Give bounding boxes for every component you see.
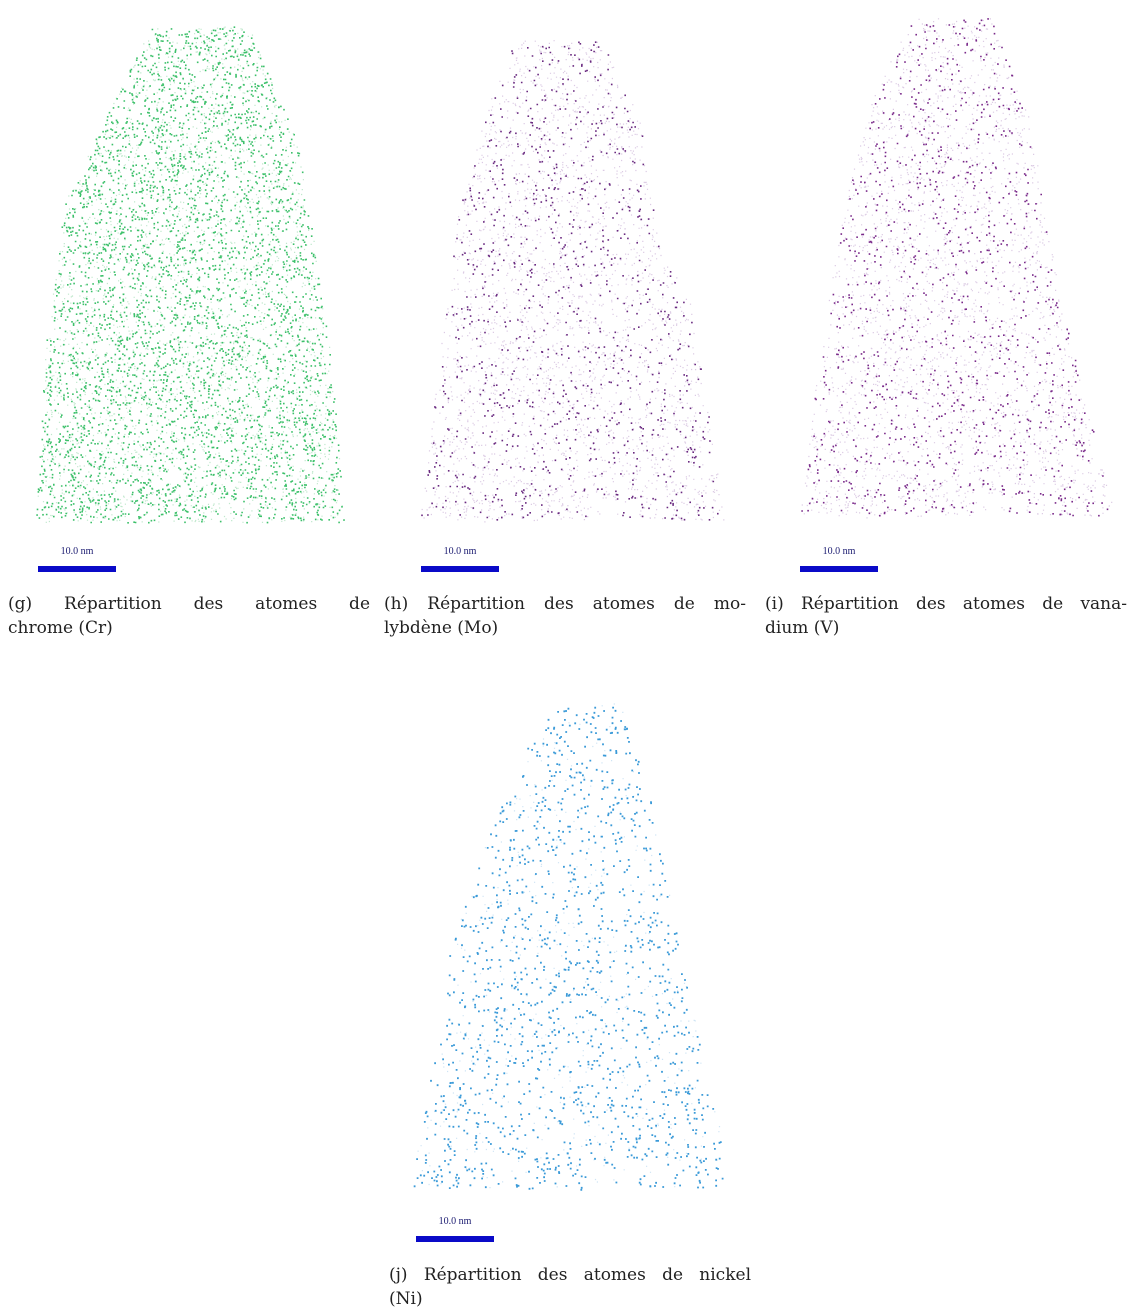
caption-line: (h) Répartition des atomes de mo- — [384, 592, 746, 616]
atom-haze — [801, 18, 1113, 519]
scale-label: 10.0 nm — [61, 546, 94, 557]
caption: (i) Répartition des atomes de vana- dium… — [765, 592, 1127, 640]
scale-bar — [421, 566, 499, 572]
scale-label: 10.0 nm — [444, 546, 477, 557]
atom-points — [413, 706, 724, 1191]
caption: (g) Répartition des atomes de chrome (Cr… — [8, 592, 370, 640]
atom-haze — [37, 26, 343, 524]
caption-label: (g) — [8, 594, 33, 614]
atom-haze — [421, 40, 725, 523]
atom-points — [801, 18, 1109, 517]
scale-label: 10.0 nm — [823, 546, 856, 557]
caption: (h) Répartition des atomes de mo- lybdèn… — [384, 592, 746, 640]
caption-line: (j) Répartition des atomes de nickel — [389, 1263, 751, 1287]
caption-label: (j) — [389, 1265, 408, 1285]
caption-text: Répartition des atomes de — [64, 594, 371, 614]
caption-text: Répartition des atomes de nickel — [423, 1265, 751, 1285]
caption-text: dium (V) — [765, 618, 840, 638]
scale-label: 10.0 nm — [439, 1216, 472, 1227]
caption-line: (i) Répartition des atomes de vana- — [765, 592, 1127, 616]
scale-bar — [38, 566, 116, 572]
caption-line: (g) Répartition des atomes de — [8, 592, 370, 616]
scale-bar — [416, 1236, 494, 1242]
scale-bar — [800, 566, 878, 572]
caption: (j) Répartition des atomes de nickel (Ni… — [389, 1263, 751, 1311]
caption-text: chrome (Cr) — [8, 618, 113, 638]
caption-text: lybdène (Mo) — [384, 618, 499, 638]
caption-label: (i) — [765, 594, 784, 614]
caption-text: (Ni) — [389, 1289, 423, 1309]
atom-points — [421, 41, 719, 521]
caption-text: Répartition des atomes de vana- — [800, 594, 1128, 614]
caption-text: Répartition des atomes de mo- — [427, 594, 747, 614]
atom-points — [36, 26, 345, 524]
caption-label: (h) — [384, 594, 409, 614]
